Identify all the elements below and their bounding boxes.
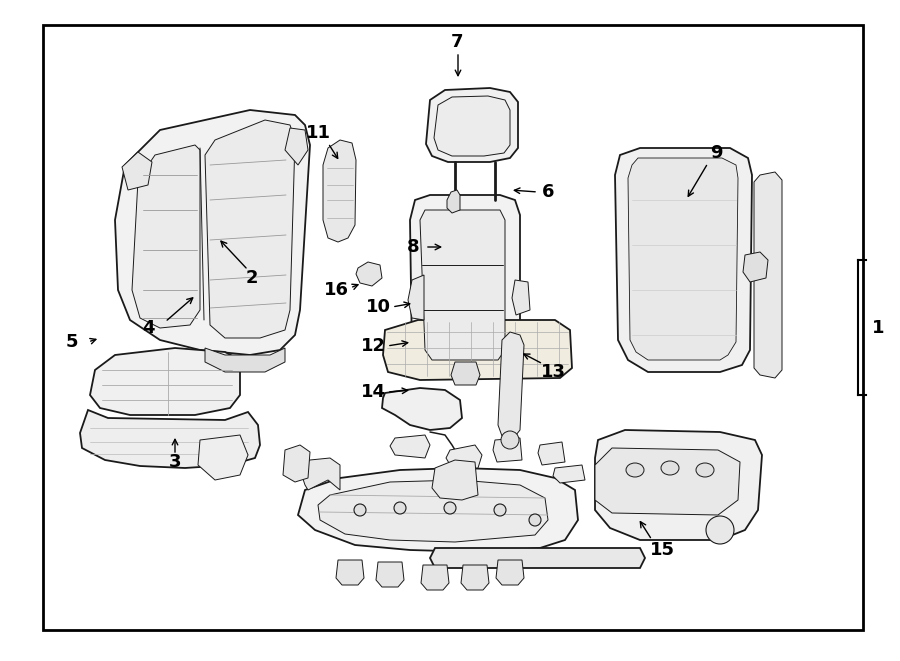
Polygon shape [446, 445, 482, 468]
Polygon shape [408, 275, 424, 320]
Ellipse shape [444, 502, 456, 514]
Polygon shape [382, 388, 462, 430]
Polygon shape [205, 120, 295, 338]
Polygon shape [421, 565, 449, 590]
Polygon shape [318, 480, 548, 542]
Polygon shape [356, 262, 382, 286]
Polygon shape [132, 145, 200, 328]
Ellipse shape [626, 463, 644, 477]
Text: 8: 8 [407, 238, 419, 256]
Polygon shape [205, 348, 285, 372]
Ellipse shape [529, 514, 541, 526]
Text: 12: 12 [361, 337, 385, 355]
Ellipse shape [706, 516, 734, 544]
Polygon shape [410, 195, 520, 375]
Polygon shape [595, 430, 762, 540]
Text: 15: 15 [650, 541, 674, 559]
Ellipse shape [661, 461, 679, 475]
Polygon shape [512, 280, 530, 315]
Polygon shape [451, 362, 480, 385]
Text: 11: 11 [305, 124, 330, 142]
Polygon shape [461, 565, 489, 590]
Polygon shape [426, 88, 518, 162]
Polygon shape [298, 468, 578, 552]
Polygon shape [300, 458, 340, 490]
Polygon shape [420, 210, 505, 360]
Ellipse shape [354, 504, 366, 516]
Text: 1: 1 [872, 319, 884, 337]
Polygon shape [283, 445, 310, 482]
Polygon shape [198, 435, 248, 480]
Polygon shape [496, 560, 524, 585]
Ellipse shape [394, 502, 406, 514]
Text: 5: 5 [66, 333, 78, 351]
Polygon shape [285, 128, 308, 165]
Polygon shape [538, 442, 565, 465]
Polygon shape [553, 465, 585, 483]
Ellipse shape [696, 463, 714, 477]
Polygon shape [336, 560, 364, 585]
Polygon shape [122, 152, 152, 190]
Text: 16: 16 [323, 281, 348, 299]
Polygon shape [432, 460, 478, 500]
Text: 13: 13 [541, 363, 565, 381]
Text: 6: 6 [542, 183, 554, 201]
Polygon shape [754, 172, 782, 378]
Polygon shape [376, 562, 404, 587]
Polygon shape [390, 435, 430, 458]
Polygon shape [447, 190, 460, 213]
Polygon shape [595, 448, 740, 515]
Polygon shape [743, 252, 768, 282]
Polygon shape [434, 96, 510, 156]
Text: 9: 9 [710, 144, 722, 162]
Polygon shape [115, 110, 310, 355]
Polygon shape [383, 320, 572, 380]
Polygon shape [90, 348, 240, 415]
Polygon shape [323, 140, 356, 242]
Text: 7: 7 [451, 33, 464, 51]
Polygon shape [498, 332, 524, 440]
Polygon shape [80, 410, 260, 468]
Ellipse shape [494, 504, 506, 516]
Text: 10: 10 [365, 298, 391, 316]
Text: 3: 3 [169, 453, 181, 471]
Polygon shape [628, 158, 738, 360]
Text: 14: 14 [361, 383, 385, 401]
Polygon shape [615, 148, 752, 372]
Polygon shape [493, 438, 522, 462]
Ellipse shape [501, 431, 519, 449]
Text: 4: 4 [142, 319, 154, 337]
Text: 2: 2 [246, 269, 258, 287]
Polygon shape [430, 548, 645, 568]
